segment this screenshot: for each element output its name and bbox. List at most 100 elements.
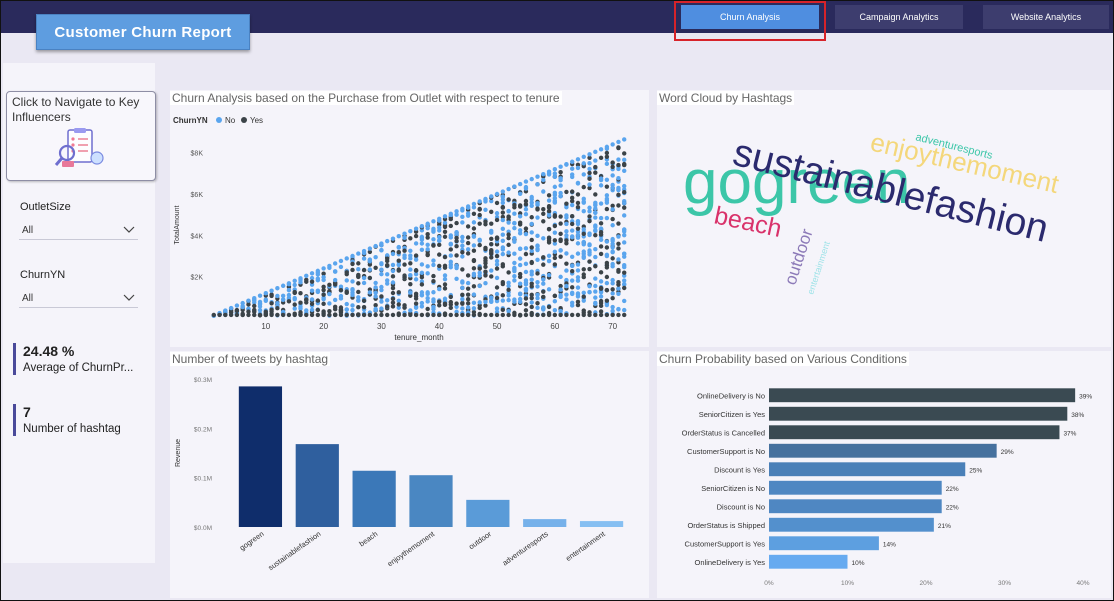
scatter-point bbox=[431, 258, 436, 263]
scatter-point bbox=[350, 303, 355, 308]
scatter-point bbox=[489, 221, 494, 226]
scatter-point bbox=[610, 185, 615, 191]
scatter-point bbox=[598, 312, 604, 318]
scatter-point bbox=[356, 261, 361, 266]
scatter-point bbox=[465, 273, 471, 278]
scatter-point bbox=[500, 251, 506, 257]
scatter-point bbox=[552, 223, 558, 229]
scatter-point bbox=[523, 312, 529, 318]
scatter-point bbox=[535, 312, 540, 318]
scatter-point bbox=[593, 192, 598, 197]
scatter-point bbox=[252, 300, 257, 305]
scatter-point bbox=[622, 213, 627, 218]
scatter-point bbox=[379, 299, 384, 304]
scatter-point bbox=[529, 245, 534, 250]
scatter-point bbox=[523, 308, 529, 313]
scatter-point bbox=[593, 200, 598, 205]
scatter-point bbox=[598, 221, 604, 226]
scatter-point bbox=[622, 298, 627, 304]
scatter-point bbox=[454, 244, 459, 249]
scatter-point bbox=[367, 257, 373, 262]
nav-campaign-analytics-button[interactable]: Campaign Analytics bbox=[835, 5, 963, 29]
scatter-point bbox=[431, 262, 436, 268]
nav-churn-analysis-button[interactable]: Churn Analysis bbox=[681, 5, 819, 29]
scatter-point bbox=[587, 289, 592, 295]
scatter-point bbox=[546, 193, 552, 198]
scatter-point bbox=[500, 205, 506, 210]
scatter-point bbox=[535, 174, 540, 179]
scatter-point bbox=[598, 279, 604, 284]
scatter-point bbox=[448, 223, 453, 229]
scatter-point bbox=[477, 221, 482, 226]
scatter-point bbox=[338, 293, 344, 299]
scatter-point bbox=[575, 251, 581, 256]
churnyn-dropdown[interactable]: All bbox=[19, 289, 138, 308]
scatter-point bbox=[356, 295, 361, 300]
scatter-point bbox=[564, 233, 569, 238]
scatter-point bbox=[385, 256, 390, 261]
category-label: SeniorCitizen is Yes bbox=[699, 410, 766, 419]
scatter-point bbox=[622, 307, 627, 313]
scatter-point bbox=[593, 264, 598, 269]
scatter-point bbox=[280, 297, 286, 303]
bar bbox=[769, 388, 1076, 403]
y-tick-label: $0.3M bbox=[194, 377, 212, 384]
nav-website-analytics-button[interactable]: Website Analytics bbox=[983, 5, 1109, 29]
scatter-point bbox=[442, 273, 448, 278]
scatter-point bbox=[465, 235, 471, 240]
scatter-point bbox=[361, 280, 367, 286]
scatter-point bbox=[471, 211, 477, 216]
scatter-point bbox=[535, 202, 540, 207]
scatter-point bbox=[367, 246, 373, 251]
scatter-point bbox=[546, 253, 552, 258]
x-tick-label: 60 bbox=[550, 322, 559, 331]
scatter-point bbox=[413, 301, 419, 306]
scatter-point bbox=[471, 243, 477, 248]
scatter-point bbox=[483, 273, 488, 278]
bar bbox=[295, 444, 339, 527]
scatter-point bbox=[587, 176, 592, 181]
scatter-point bbox=[321, 292, 326, 297]
report-title-button[interactable]: Customer Churn Report bbox=[36, 14, 250, 50]
scatter-point bbox=[616, 307, 621, 312]
scatter-point bbox=[408, 293, 413, 298]
scatter-point bbox=[558, 176, 563, 181]
scatter-point bbox=[622, 240, 627, 245]
scatter-point bbox=[546, 226, 552, 232]
scatter-point bbox=[263, 291, 269, 296]
scatter-point bbox=[616, 187, 621, 192]
x-tick-label: sustainablefashion bbox=[266, 529, 322, 572]
scatter-point bbox=[552, 190, 558, 195]
scatter-point bbox=[460, 206, 465, 212]
scatter-point bbox=[356, 267, 361, 272]
scatter-point bbox=[425, 252, 430, 257]
scatter-point bbox=[512, 202, 517, 208]
scatter-point bbox=[390, 290, 396, 296]
scatter-point bbox=[569, 214, 575, 219]
scatter-point bbox=[506, 270, 511, 275]
scatter-point bbox=[489, 194, 494, 199]
scatter-point bbox=[332, 306, 338, 312]
scatter-point bbox=[535, 233, 540, 239]
scatter-point bbox=[465, 240, 471, 246]
scatter-point bbox=[564, 189, 569, 195]
scatter-point bbox=[535, 257, 540, 263]
key-influencers-button[interactable]: Click to Navigate to Key Influencers bbox=[6, 91, 156, 181]
scatter-point bbox=[454, 253, 459, 258]
scatter-point bbox=[535, 271, 540, 276]
scatter-point bbox=[593, 170, 598, 175]
scatter-point bbox=[402, 305, 407, 310]
scatter-point bbox=[483, 299, 488, 305]
outletsize-dropdown[interactable]: All bbox=[19, 221, 138, 240]
scatter-point bbox=[598, 294, 604, 299]
scatter-point bbox=[558, 312, 563, 318]
scatter-point bbox=[517, 181, 523, 187]
scatter-point bbox=[477, 283, 482, 289]
scatter-point bbox=[552, 262, 558, 267]
scatter-point bbox=[437, 216, 442, 221]
scatter-point bbox=[396, 290, 401, 295]
scatter-point bbox=[471, 258, 477, 264]
scatter-point bbox=[506, 287, 511, 293]
scatter-point bbox=[309, 279, 315, 284]
scatter-point bbox=[593, 228, 598, 234]
